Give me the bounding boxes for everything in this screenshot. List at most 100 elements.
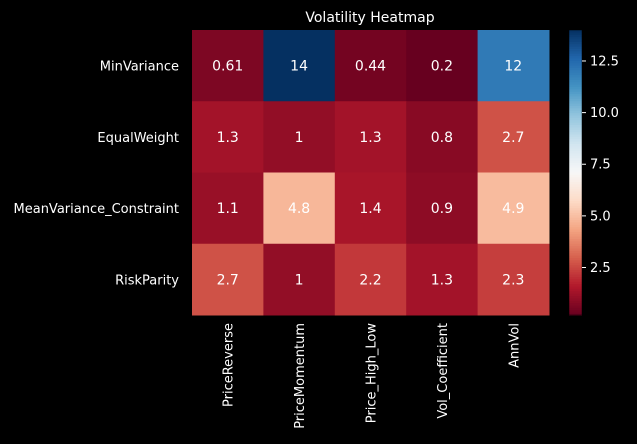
- colorbar-segment: [569, 229, 582, 233]
- colorbar-segment: [569, 227, 582, 231]
- cell-value-label: 2.7: [217, 272, 239, 288]
- colorbar-segment: [569, 56, 582, 60]
- colorbar-segment: [569, 70, 582, 74]
- colorbar-segment: [569, 32, 582, 36]
- heatmap-cell: [477, 243, 550, 316]
- colorbar-segment: [569, 267, 582, 271]
- colorbar-segment: [569, 155, 582, 159]
- colorbar-frame: [568, 29, 583, 316]
- heatmap-cell: [477, 101, 550, 173]
- row-labels: MinVariance EqualWeight MeanVariance_Const…: [14, 60, 180, 289]
- cell-value-label: 1.3: [359, 130, 381, 146]
- colorbar-segment: [569, 203, 582, 207]
- heatmap-cell: [263, 30, 336, 102]
- colorbar-segment: [569, 151, 582, 155]
- colorbar-segment: [569, 115, 582, 119]
- heatmap-cell: [192, 101, 264, 173]
- colorbar-tick-label: 12.5: [590, 54, 619, 69]
- colorbar-segment: [569, 269, 582, 273]
- column-label: AnnVol: [507, 323, 522, 368]
- colorbar-segment: [569, 144, 582, 147]
- colorbar-segment: [569, 77, 582, 81]
- colorbar-segment: [569, 253, 582, 257]
- colorbar-segment: [569, 44, 582, 48]
- colorbar-segment: [569, 146, 582, 150]
- colorbar-segment: [569, 208, 582, 212]
- colorbar-segment: [569, 177, 582, 181]
- cell-value-label: 4.9: [502, 201, 524, 217]
- colorbar-segment: [569, 127, 582, 131]
- colorbar-segment: [569, 250, 582, 254]
- heatmap-cell: [263, 172, 336, 245]
- colorbar-segment: [569, 286, 582, 290]
- heatmap-cell: [334, 172, 407, 245]
- colorbar-segment: [569, 184, 582, 188]
- column-label: Vol_Coefficient: [436, 323, 451, 419]
- colorbar-segment: [569, 60, 582, 64]
- colorbar-segment: [569, 191, 582, 195]
- colorbar-segment: [569, 220, 582, 223]
- colorbar-segment: [569, 63, 582, 67]
- colorbar-segment: [569, 215, 582, 219]
- colorbar-segment: [569, 239, 582, 242]
- colorbar-segment: [569, 222, 582, 226]
- column-labels: PriceReverse PriceMomentum Price_High_Low V…: [222, 323, 523, 429]
- colorbar-segment: [569, 279, 582, 283]
- cell-value-label: 4.8: [288, 201, 310, 217]
- colorbar-segment: [569, 298, 582, 302]
- colorbar-segment: [569, 179, 582, 183]
- colorbar-segment: [569, 224, 582, 228]
- cell-value-label: 0.44: [355, 59, 386, 75]
- cell-value-label: 0.61: [212, 59, 243, 75]
- colorbar-segment: [569, 248, 582, 252]
- colorbar-segment: [569, 174, 582, 178]
- colorbar-segment: [569, 305, 582, 309]
- colorbar-tick-label: 2.5: [590, 261, 611, 276]
- cell-value-label: 1.4: [359, 201, 381, 217]
- colorbar-segment: [569, 234, 582, 238]
- colorbar-segment: [569, 262, 582, 266]
- colorbar-segment: [569, 310, 582, 314]
- colorbar-segment: [569, 172, 582, 176]
- colorbar-segment: [569, 68, 582, 71]
- colorbar-segment: [569, 34, 582, 38]
- colorbar-segment: [569, 296, 582, 299]
- colorbar-segment: [569, 198, 582, 202]
- colorbar-segment: [569, 170, 582, 174]
- colorbar-segment: [569, 160, 582, 164]
- colorbar-segment: [569, 210, 582, 214]
- colorbar-segment: [569, 91, 582, 95]
- colorbar-segment: [569, 113, 582, 117]
- colorbar-segment: [569, 303, 582, 307]
- colorbar-segment: [569, 158, 582, 162]
- cell-value-label: 2.3: [502, 272, 524, 288]
- heatmap-cell: [406, 172, 479, 245]
- colorbar-segment: [569, 75, 582, 79]
- cell-value-label: 1: [295, 130, 304, 146]
- row-label: EqualWeight: [97, 131, 179, 146]
- colorbar-segment: [569, 255, 582, 259]
- heatmap-cell: [263, 243, 336, 316]
- colorbar-segment: [569, 87, 582, 90]
- column-label: PriceReverse: [222, 323, 237, 407]
- cell-value-label: 1.3: [217, 130, 239, 146]
- heatmap-cell: [406, 101, 479, 173]
- colorbar-segment: [569, 246, 582, 250]
- heatmap-cell: [334, 30, 407, 102]
- heatmap-cell: [263, 101, 336, 173]
- heatmap-cell: [477, 172, 550, 245]
- colorbar-segment: [569, 108, 582, 112]
- colorbar-segment: [569, 49, 582, 52]
- colorbar: 2.5 5.0 7.5 10.0 12.5: [568, 29, 619, 316]
- colorbar-segment: [569, 58, 582, 62]
- heatmap-cells: [192, 30, 550, 316]
- colorbar-segment: [569, 72, 582, 76]
- colorbar-segment: [569, 163, 582, 166]
- colorbar-segment: [569, 189, 582, 193]
- colorbar-segment: [569, 125, 582, 128]
- colorbar-segment: [569, 193, 582, 197]
- cell-value-label: 2.7: [502, 130, 524, 146]
- colorbar-segment: [569, 84, 582, 88]
- heatmap-cell: [334, 101, 407, 173]
